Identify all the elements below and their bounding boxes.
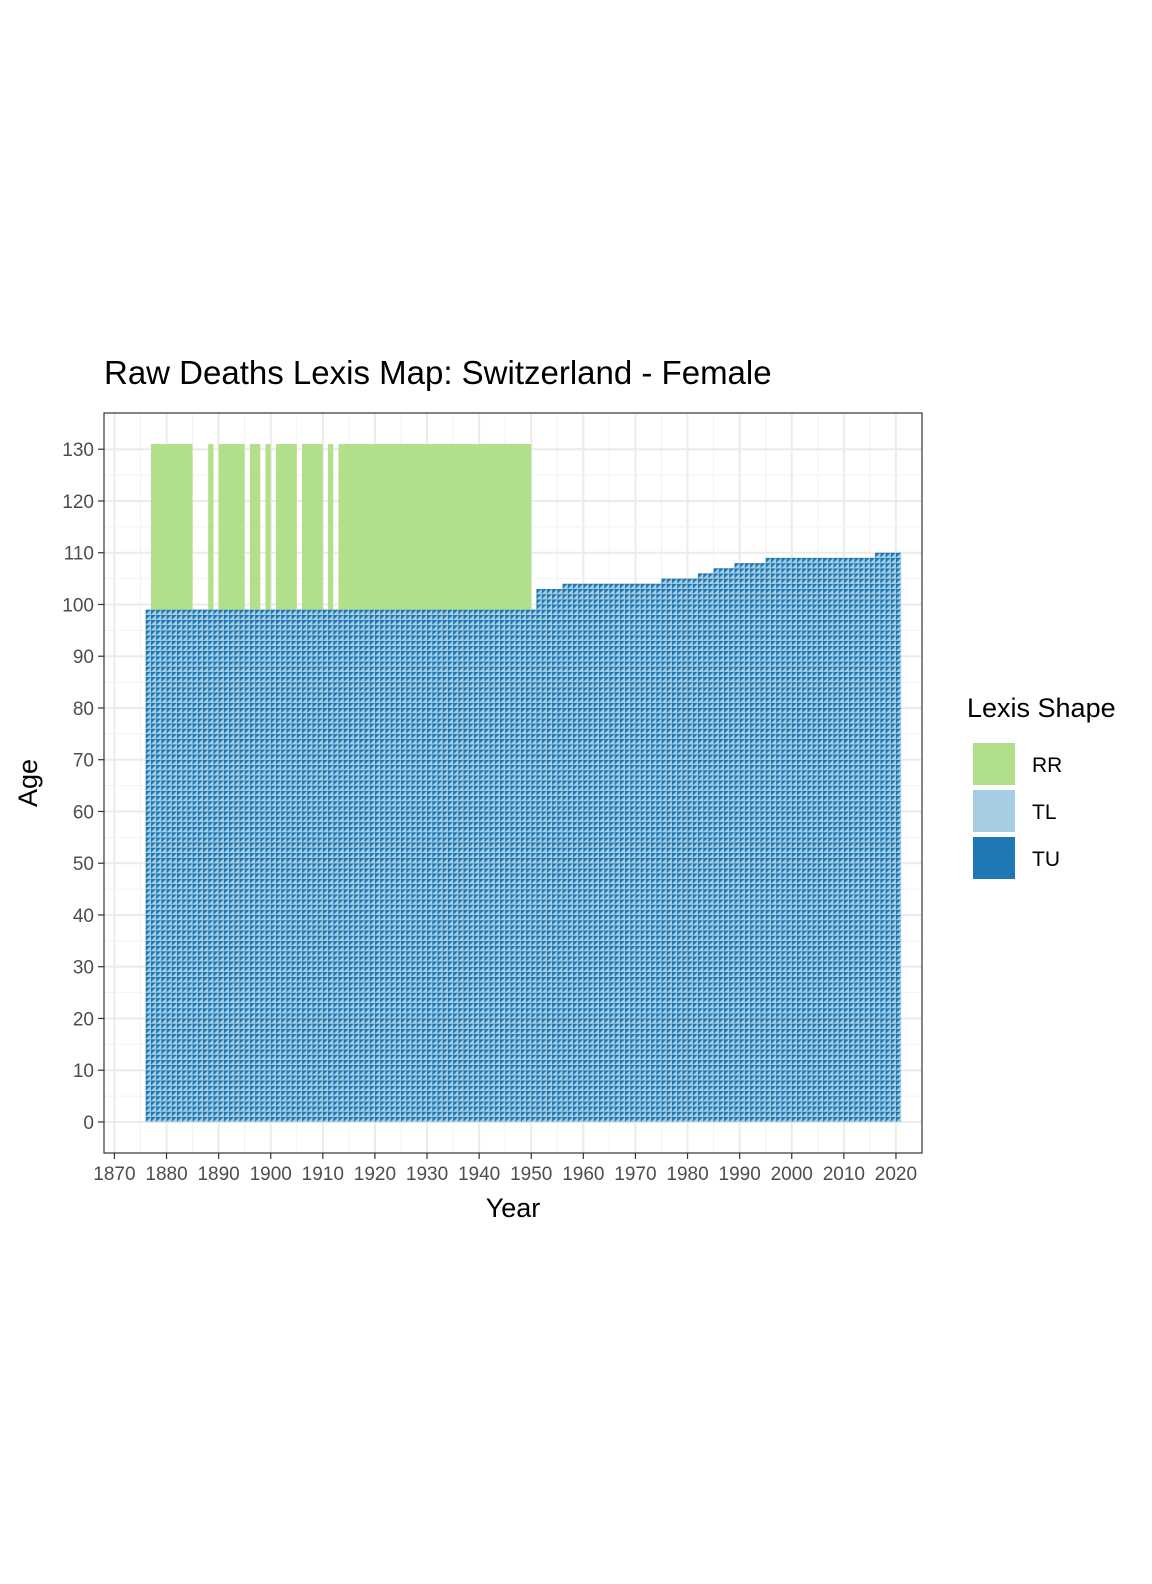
chart-title: Raw Deaths Lexis Map: Switzerland - Fema… [104,354,772,391]
